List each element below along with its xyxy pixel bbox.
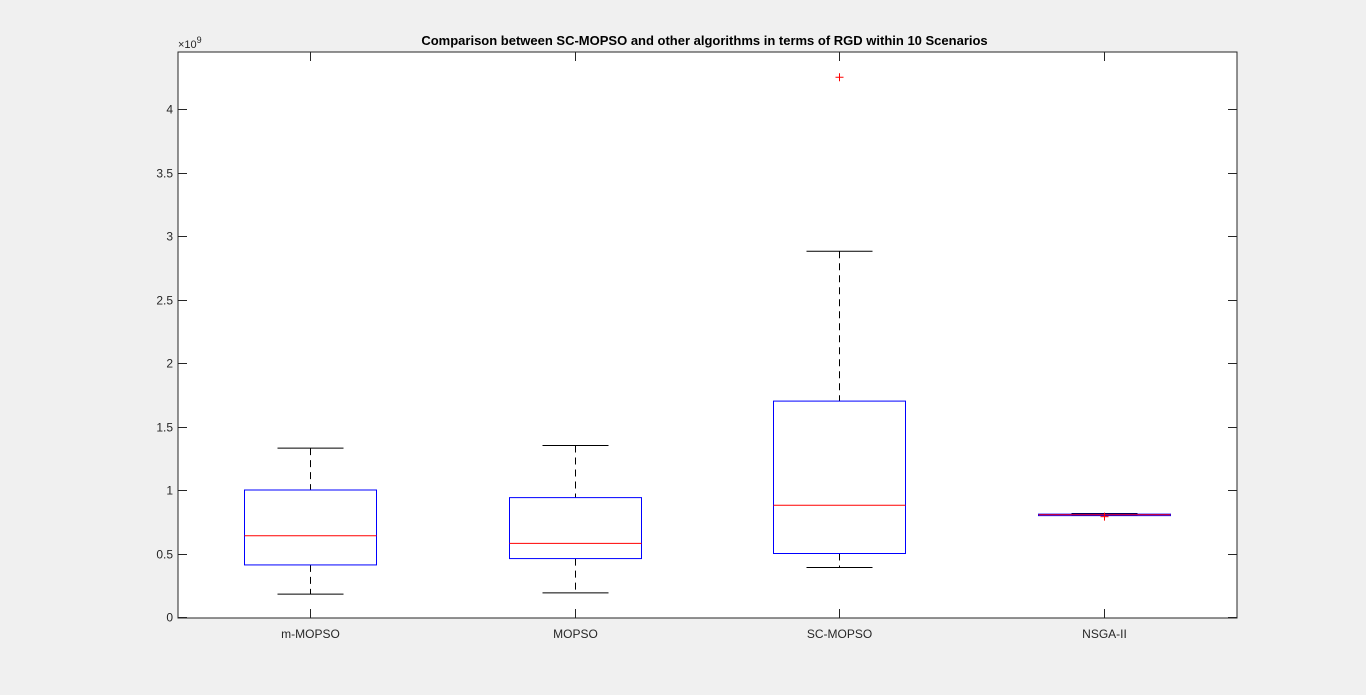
- y-tick-label: 4: [166, 103, 173, 117]
- box: [244, 489, 377, 566]
- y-tick-label: 1: [166, 484, 173, 498]
- plot-area: [178, 52, 1237, 618]
- outlier-marker: [1100, 512, 1109, 521]
- outlier-marker: [835, 73, 844, 82]
- axes-frame: [177, 51, 1238, 619]
- y-tick-label: 1.5: [156, 421, 173, 435]
- box-group: [773, 73, 906, 568]
- boxplot-series: [244, 73, 1171, 595]
- box-group: [509, 445, 642, 594]
- svg-text:×109: ×109: [178, 35, 202, 51]
- x-tick-label: NSGA-II: [1082, 627, 1127, 641]
- x-tick-label: SC-MOPSO: [807, 627, 872, 641]
- y-exponent-base: ×10: [178, 39, 197, 51]
- chart-title: Comparison between SC-MOPSO and other al…: [421, 33, 987, 48]
- axis-ticks: 0 0.5 1 1.5 2 2.5 3 3.5 4 m-MOPSO MOPSO SC-MOPSO NSG…: [156, 52, 1237, 641]
- y-axis-exponent: ×109: [178, 35, 202, 51]
- box: [509, 497, 642, 560]
- y-tick-label: 0.5: [156, 548, 173, 562]
- y-tick-label: 3.5: [156, 167, 173, 181]
- y-tick-label: 3: [166, 230, 173, 244]
- x-tick-label: MOPSO: [553, 627, 598, 641]
- y-tick-label: 2.5: [156, 294, 173, 308]
- box-group: [1038, 512, 1171, 521]
- x-tick-label: m-MOPSO: [281, 627, 340, 641]
- box-group: [244, 447, 377, 595]
- y-exponent-power: 9: [197, 35, 202, 45]
- y-tick-label: 2: [166, 357, 173, 371]
- box: [773, 400, 906, 554]
- y-tick-label: 0: [166, 611, 173, 625]
